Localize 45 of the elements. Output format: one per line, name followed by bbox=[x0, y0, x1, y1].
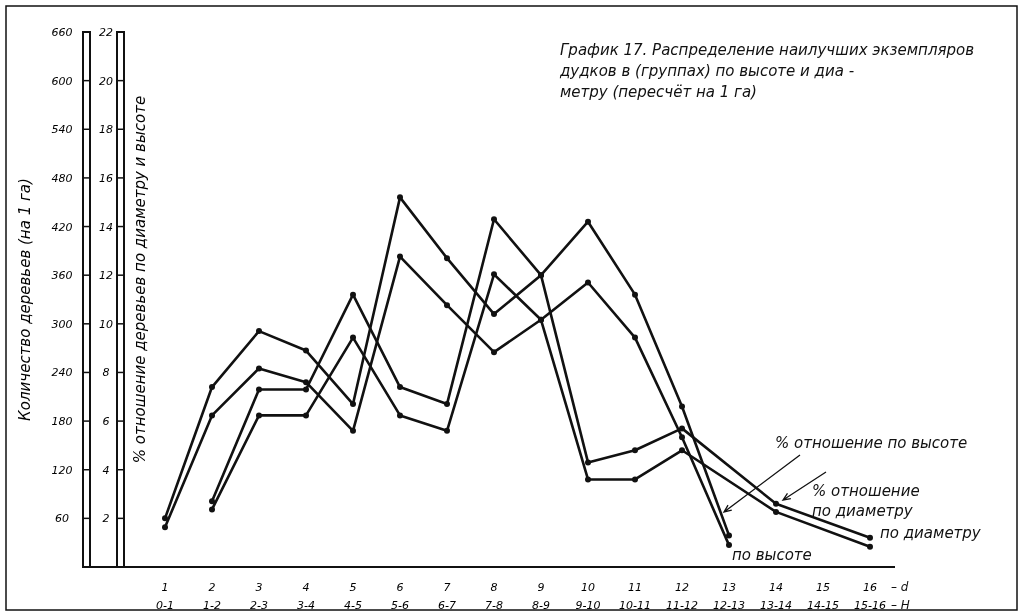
x-tick-label: 2 1-2 bbox=[203, 581, 221, 612]
text: % отношение по высоте bbox=[775, 434, 968, 452]
y2-tick-label: 8 bbox=[102, 366, 110, 380]
x-tick-label: 14 13-14 bbox=[760, 581, 792, 612]
x-tick-label: 16 15-16 bbox=[854, 581, 886, 612]
y-tick-label: 240 bbox=[51, 366, 73, 380]
y-tick-label: 180 bbox=[51, 415, 73, 429]
x-tick-label: 11 10-11 bbox=[619, 581, 651, 612]
y-tick-label: 480 bbox=[51, 171, 73, 185]
y2-tick-label: 20 bbox=[99, 74, 113, 88]
y2-tick-label: 14 bbox=[99, 220, 113, 234]
x-tick-label: 6 5-6 bbox=[391, 581, 409, 612]
y-tick-label: 360 bbox=[51, 269, 73, 283]
y-tick-label: 120 bbox=[51, 463, 73, 477]
x-tick-label: 1 0-1 bbox=[156, 581, 174, 612]
x-tick-label: 13 12-13 bbox=[713, 581, 745, 612]
y2-axis-title: % отношение деревьев по диаметру и высоте bbox=[131, 95, 149, 464]
x-axis-title: – d – H bbox=[891, 580, 910, 612]
x-tick-label: 10 9-10 bbox=[575, 581, 601, 612]
x-tick-label: 9 8-9 bbox=[532, 581, 550, 612]
y2-tick-label: 12 bbox=[99, 269, 113, 283]
text: График 17. Распределение наилучших экземпляров дудков в (группах) по высоте и диа - метру (пересчёт на 1 га) bbox=[559, 41, 975, 101]
y2-tick-label: 4 bbox=[102, 463, 110, 477]
series-label: по высоте bbox=[732, 546, 812, 564]
x-tick-label: 12 11-12 bbox=[666, 581, 698, 612]
y-tick-label: 540 bbox=[51, 123, 73, 137]
y2-tick-label: 2 bbox=[102, 512, 110, 526]
y2-tick-label: 16 bbox=[99, 171, 113, 185]
y-tick-label: 420 bbox=[51, 220, 73, 234]
x-tick-label: 7 6-7 bbox=[438, 581, 456, 612]
x-tick-label: 3 2-3 bbox=[250, 581, 268, 612]
y-axis-title: Количество деревьев (на 1 га) bbox=[16, 178, 34, 421]
y2-tick-label: 10 bbox=[99, 317, 113, 331]
x-tick-label: 8 7-8 bbox=[485, 581, 503, 612]
y-tick-label: 600 bbox=[51, 74, 73, 88]
y2-tick-label: 22 bbox=[99, 26, 113, 39]
y2-tick-label: 6 bbox=[102, 415, 110, 429]
x-tick-label: 5 4-5 bbox=[344, 581, 362, 612]
y-tick-label: 60 bbox=[55, 512, 69, 526]
y-tick-label: 300 bbox=[51, 317, 73, 331]
y2-tick-label: 18 bbox=[99, 123, 113, 137]
y-tick-label: 660 bbox=[51, 26, 73, 39]
x-tick-label: 4 3-4 bbox=[297, 581, 315, 612]
series-label: по диаметру bbox=[880, 524, 982, 542]
x-tick-label: 15 14-15 bbox=[807, 581, 839, 612]
